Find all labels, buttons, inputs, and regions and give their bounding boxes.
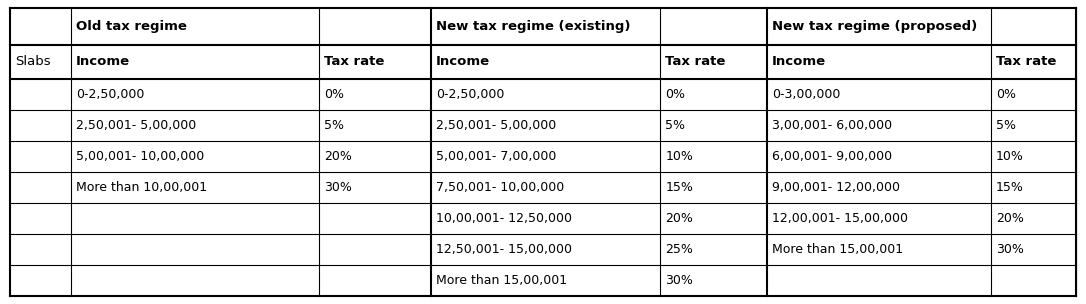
Text: Slabs: Slabs: [15, 55, 51, 68]
Text: Income: Income: [76, 55, 130, 68]
Text: 10,00,001- 12,50,000: 10,00,001- 12,50,000: [437, 212, 572, 225]
Text: 20%: 20%: [666, 212, 693, 225]
Text: 0-2,50,000: 0-2,50,000: [76, 88, 144, 101]
Text: 5%: 5%: [324, 119, 344, 132]
Text: 20%: 20%: [996, 212, 1024, 225]
Text: 3,00,001- 6,00,000: 3,00,001- 6,00,000: [772, 119, 892, 132]
Text: 2,50,001- 5,00,000: 2,50,001- 5,00,000: [437, 119, 556, 132]
Text: Income: Income: [437, 55, 490, 68]
Text: 0%: 0%: [666, 88, 685, 101]
Text: 12,00,001- 15,00,000: 12,00,001- 15,00,000: [772, 212, 908, 225]
Text: 30%: 30%: [996, 243, 1024, 256]
Text: Old tax regime: Old tax regime: [76, 20, 187, 33]
Text: 0%: 0%: [324, 88, 344, 101]
Text: 5%: 5%: [666, 119, 685, 132]
Text: 5,00,001- 10,00,000: 5,00,001- 10,00,000: [76, 150, 204, 163]
Text: 10%: 10%: [666, 150, 693, 163]
Text: 10%: 10%: [996, 150, 1024, 163]
Text: 20%: 20%: [324, 150, 352, 163]
Text: Tax rate: Tax rate: [996, 55, 1056, 68]
Text: Income: Income: [772, 55, 826, 68]
Text: Tax rate: Tax rate: [666, 55, 725, 68]
Text: 30%: 30%: [666, 274, 693, 287]
Text: 30%: 30%: [324, 181, 352, 194]
Text: 15%: 15%: [996, 181, 1024, 194]
Text: 12,50,001- 15,00,000: 12,50,001- 15,00,000: [437, 243, 572, 256]
Text: 25%: 25%: [666, 243, 693, 256]
Text: Tax rate: Tax rate: [324, 55, 384, 68]
Text: 5,00,001- 7,00,000: 5,00,001- 7,00,000: [437, 150, 556, 163]
Text: 0-2,50,000: 0-2,50,000: [437, 88, 504, 101]
Text: 2,50,001- 5,00,000: 2,50,001- 5,00,000: [76, 119, 195, 132]
Text: More than 10,00,001: More than 10,00,001: [76, 181, 207, 194]
Text: New tax regime (proposed): New tax regime (proposed): [772, 20, 977, 33]
Text: 6,00,001- 9,00,000: 6,00,001- 9,00,000: [772, 150, 892, 163]
Text: More than 15,00,001: More than 15,00,001: [437, 274, 567, 287]
Text: 0%: 0%: [996, 88, 1015, 101]
Text: New tax regime (existing): New tax regime (existing): [437, 20, 631, 33]
Text: 15%: 15%: [666, 181, 693, 194]
Text: 0-3,00,000: 0-3,00,000: [772, 88, 841, 101]
Text: 5%: 5%: [996, 119, 1015, 132]
Text: More than 15,00,001: More than 15,00,001: [772, 243, 902, 256]
Text: 9,00,001- 12,00,000: 9,00,001- 12,00,000: [772, 181, 900, 194]
Text: 7,50,001- 10,00,000: 7,50,001- 10,00,000: [437, 181, 565, 194]
